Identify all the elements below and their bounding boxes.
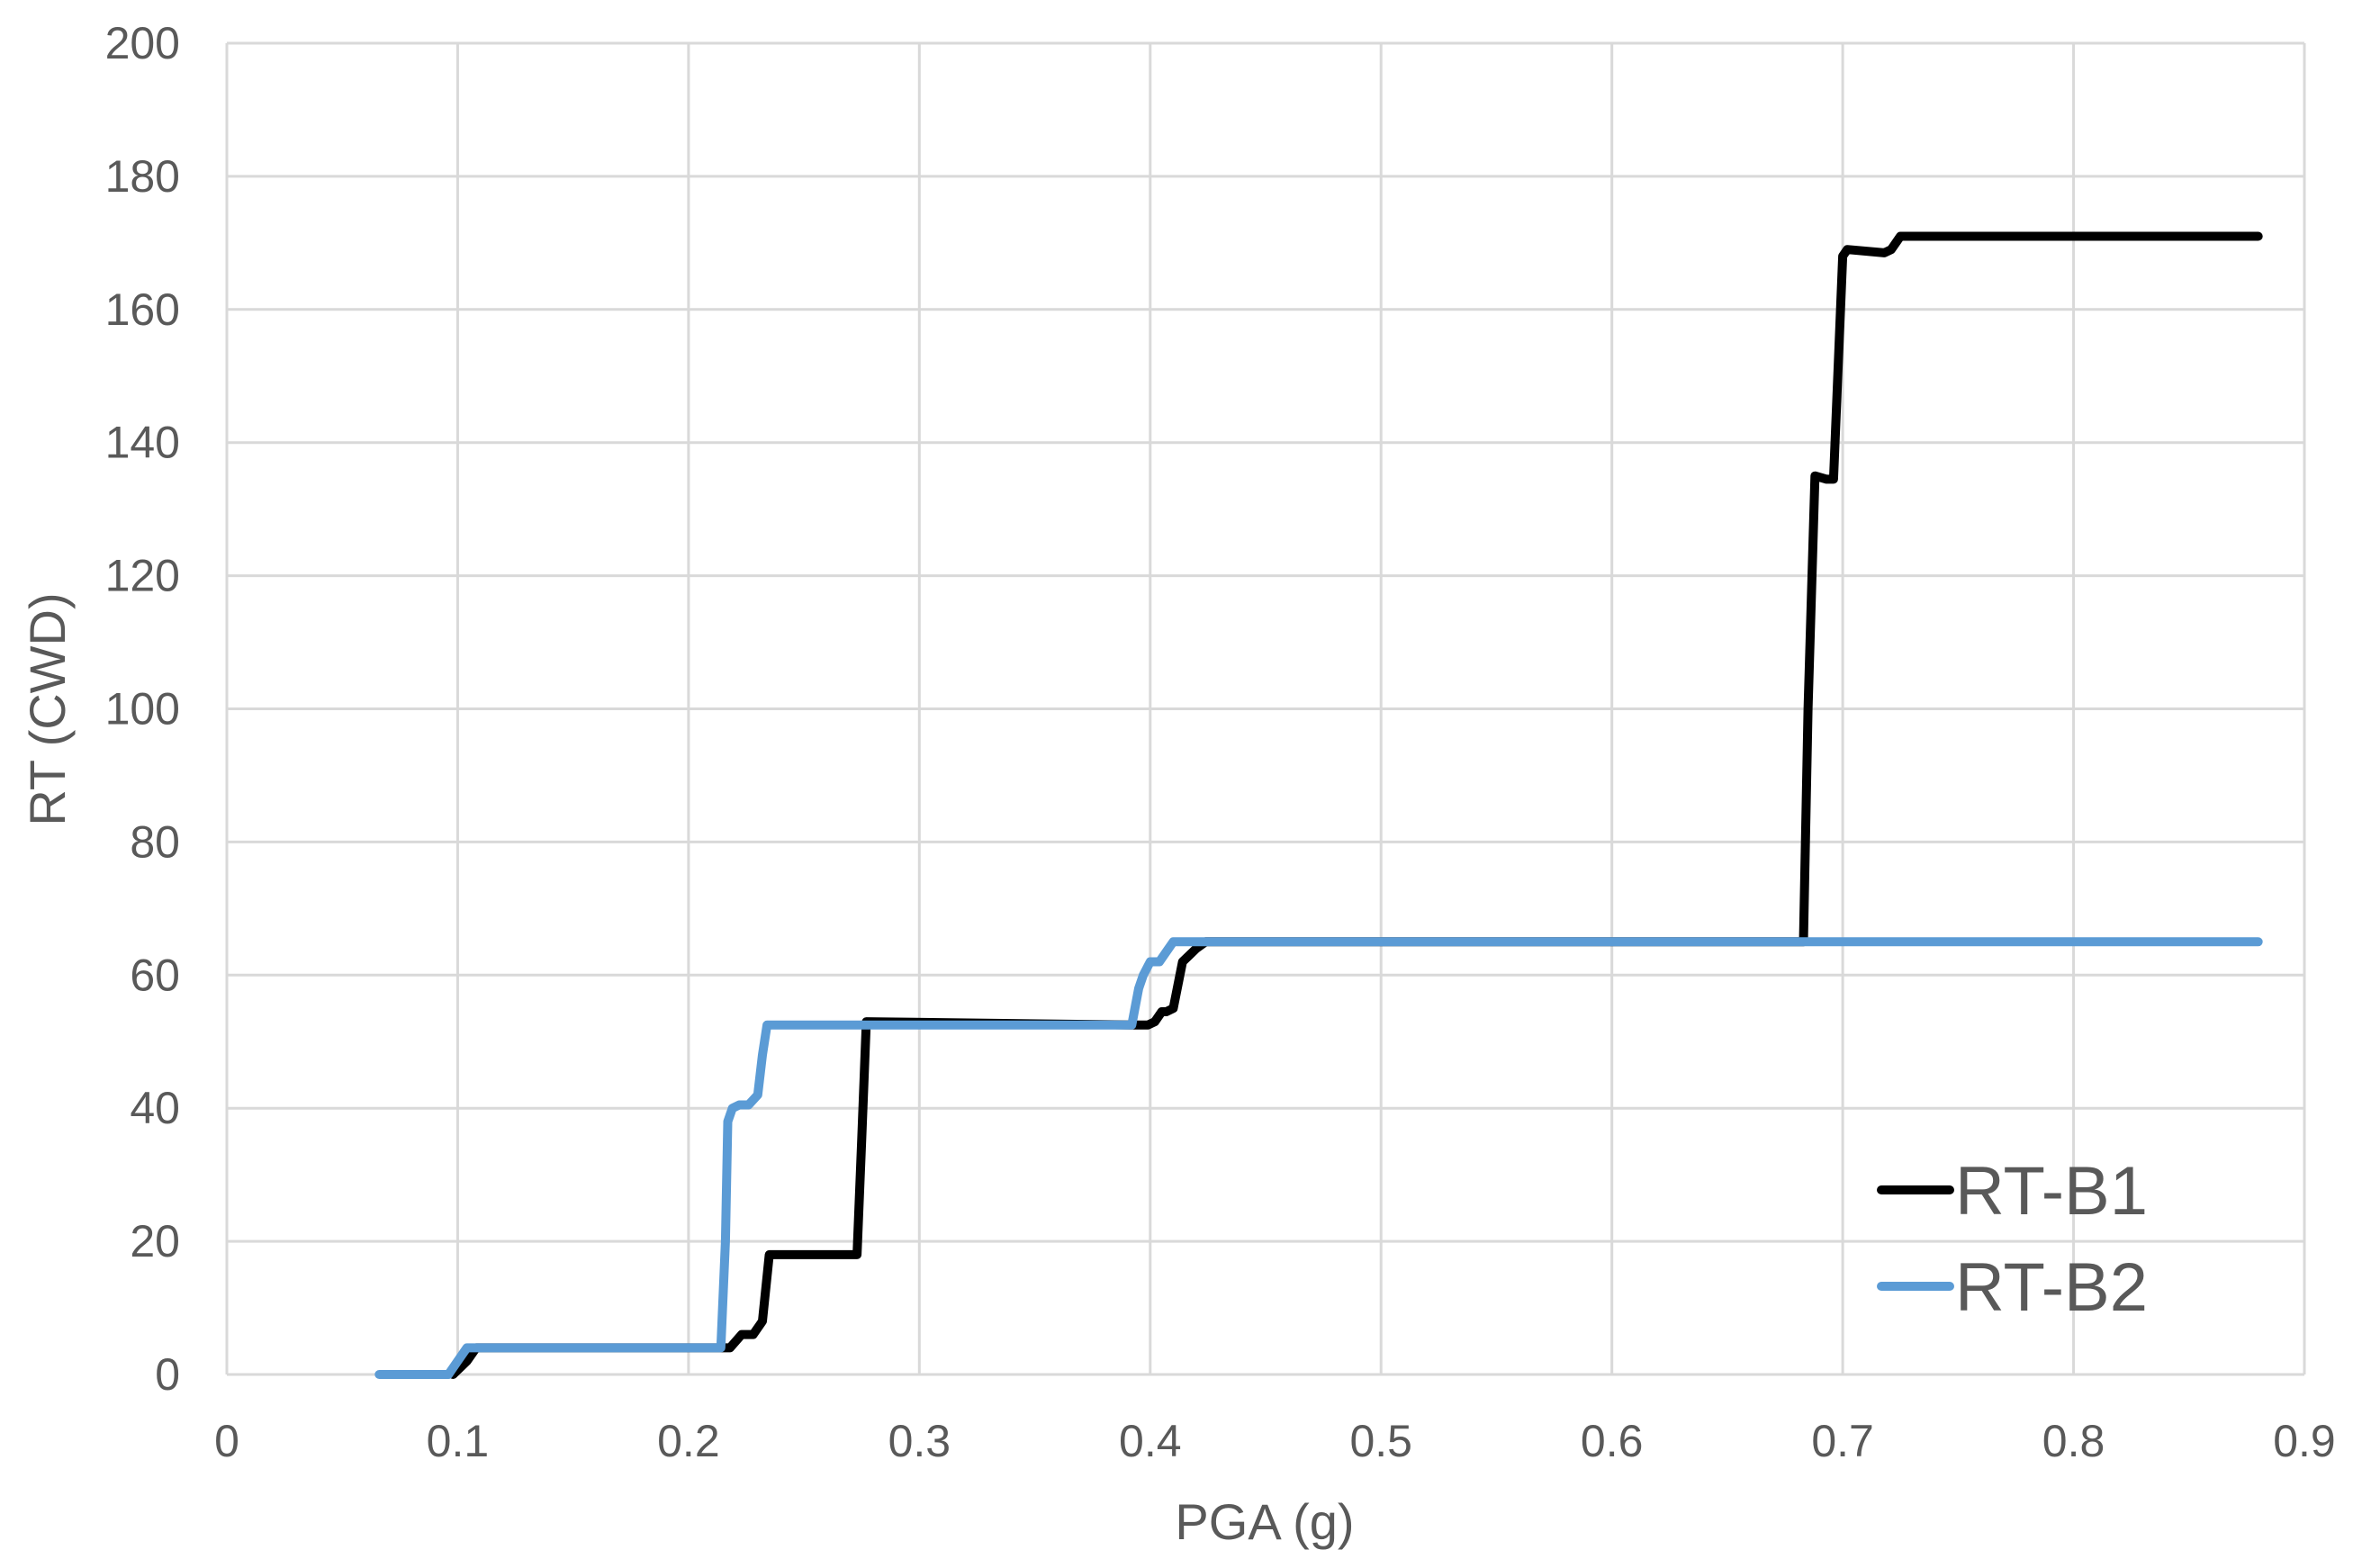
x-tick-label: 0: [214, 1416, 239, 1466]
y-tick-label: 200: [105, 18, 180, 68]
x-tick-label: 0.1: [427, 1416, 490, 1466]
y-axis-ticks: 0 20 40 60 80 100 120 140 160 180 200: [105, 18, 180, 1400]
x-axis-ticks: 0 0.1 0.2 0.3 0.4 0.5 0.6 0.7 0.8 0.9: [214, 1416, 2336, 1466]
x-tick-label: 0.7: [1811, 1416, 1874, 1466]
series-line-rt-b2: [374, 937, 2263, 1379]
y-tick-label: 40: [130, 1083, 180, 1133]
x-tick-label: 0.6: [1581, 1416, 1644, 1466]
x-tick-label: 0.8: [2042, 1416, 2105, 1466]
gridlines: [225, 41, 2306, 1376]
series-line-rt-b1: [448, 231, 2263, 1379]
y-tick-label: 140: [105, 418, 180, 468]
x-tick-label: 0.9: [2273, 1416, 2336, 1466]
y-tick-label: 0: [155, 1349, 180, 1400]
legend-label: RT-B2: [1955, 1249, 2148, 1326]
y-tick-label: 180: [105, 151, 180, 202]
y-tick-label: 120: [105, 551, 180, 601]
x-axis-title: PGA (g): [1175, 1493, 1354, 1550]
y-tick-label: 100: [105, 684, 180, 734]
x-tick-label: 0.3: [888, 1416, 951, 1466]
y-tick-label: 20: [130, 1216, 180, 1266]
y-tick-label: 160: [105, 284, 180, 335]
x-tick-label: 0.4: [1119, 1416, 1182, 1466]
y-axis-title: RT (CWD): [19, 592, 76, 825]
series-lines: [374, 231, 2263, 1379]
x-tick-label: 0.2: [657, 1416, 720, 1466]
legend-label: RT-B1: [1955, 1153, 2148, 1230]
legend: RT-B1 RT-B2: [1877, 1153, 2148, 1326]
x-tick-label: 0.5: [1349, 1416, 1412, 1466]
y-tick-label: 80: [130, 816, 180, 867]
y-tick-label: 60: [130, 950, 180, 1000]
